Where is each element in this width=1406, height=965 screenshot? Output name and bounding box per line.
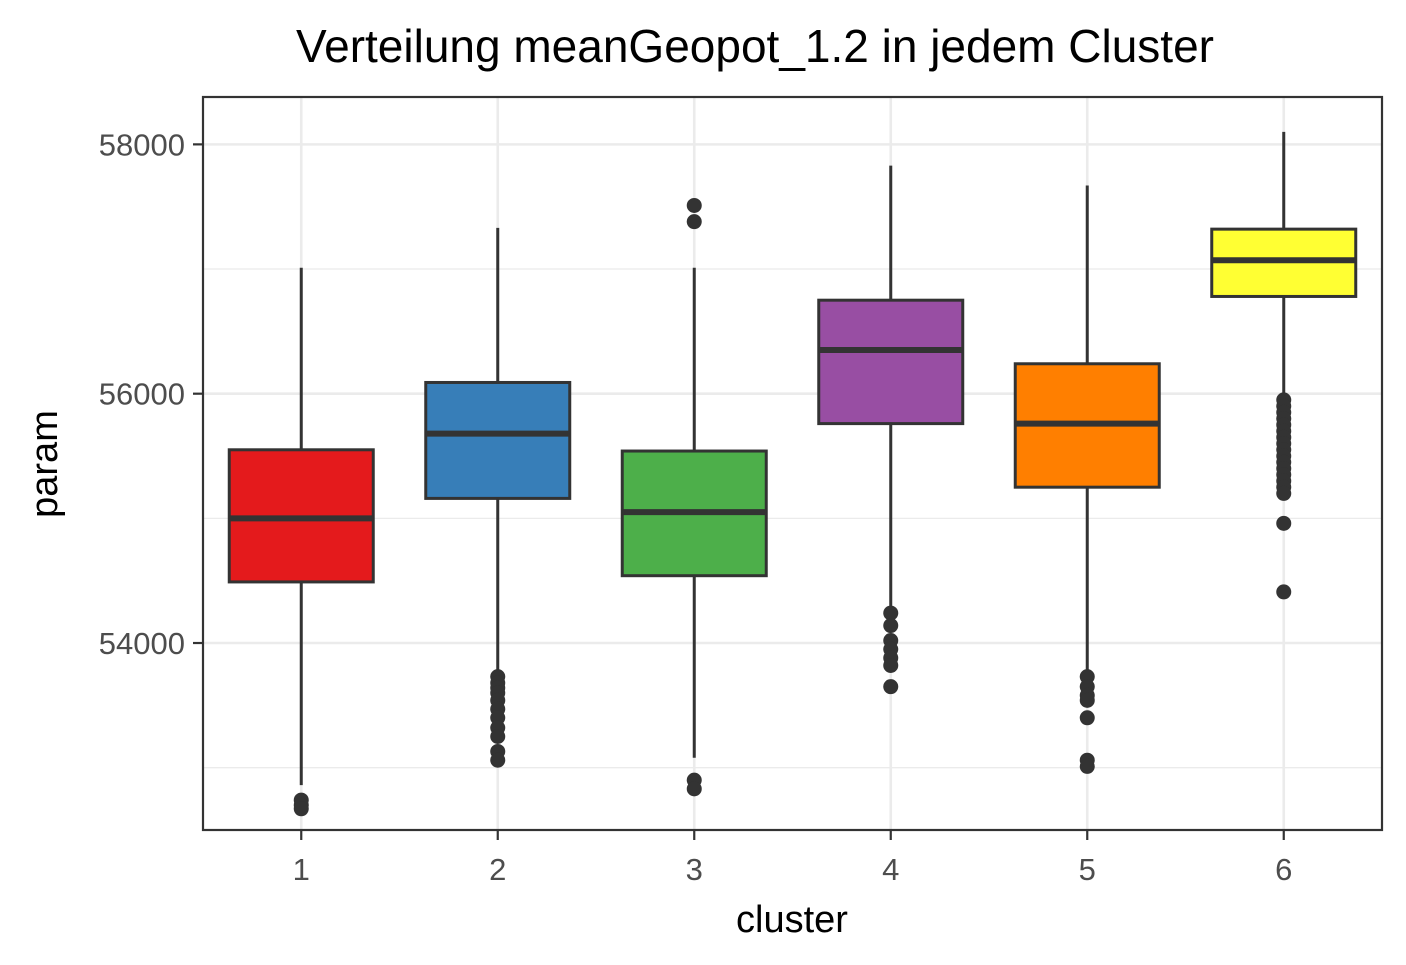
outlier-point	[686, 214, 702, 230]
outlier-point	[1276, 584, 1292, 600]
boxes-layer	[227, 131, 1358, 817]
outlier-point	[883, 618, 899, 634]
outlier-point	[1276, 515, 1292, 531]
box-cluster-3	[620, 197, 768, 797]
outlier-point	[686, 781, 702, 797]
y-tick-label: 58000	[99, 127, 185, 162]
x-tick-label: 2	[489, 852, 506, 887]
y-axis: 54000 56000 58000	[99, 127, 203, 661]
x-tick-label: 4	[882, 852, 899, 887]
panel-border	[201, 95, 1384, 832]
outlier-point	[883, 657, 899, 673]
box-cluster-6	[1210, 131, 1358, 600]
outlier-point	[686, 197, 702, 213]
outlier-point	[490, 729, 506, 745]
y-tick-label: 56000	[99, 377, 185, 412]
x-tick-label: 3	[686, 852, 703, 887]
outlier-point	[883, 605, 899, 621]
x-axis-title: cluster	[736, 899, 848, 941]
box-cluster-2	[424, 227, 572, 768]
grid-lines	[203, 97, 1382, 830]
x-tick-label: 5	[1079, 852, 1096, 887]
x-tick-label: 1	[293, 852, 310, 887]
x-tick-label: 6	[1275, 852, 1292, 887]
box-iqr	[817, 298, 965, 426]
y-tick-label: 54000	[99, 626, 185, 661]
chart-title: Verteilung meanGeopot_1.2 in jedem Clust…	[296, 20, 1214, 72]
outlier-point	[1079, 692, 1095, 708]
outlier-point	[883, 679, 899, 695]
box-iqr	[424, 380, 572, 500]
panel-background	[203, 97, 1382, 830]
box-cluster-5	[1013, 185, 1161, 774]
outlier-point	[1079, 758, 1095, 774]
x-axis: 1 2 3 4 5 6	[293, 830, 1292, 887]
outlier-point	[490, 752, 506, 768]
y-axis-title: param	[24, 410, 66, 518]
outlier-point	[1079, 710, 1095, 726]
box-cluster-1	[227, 267, 375, 817]
box-cluster-4	[817, 165, 965, 695]
outlier-point	[1276, 485, 1292, 501]
outlier-point	[293, 801, 309, 817]
